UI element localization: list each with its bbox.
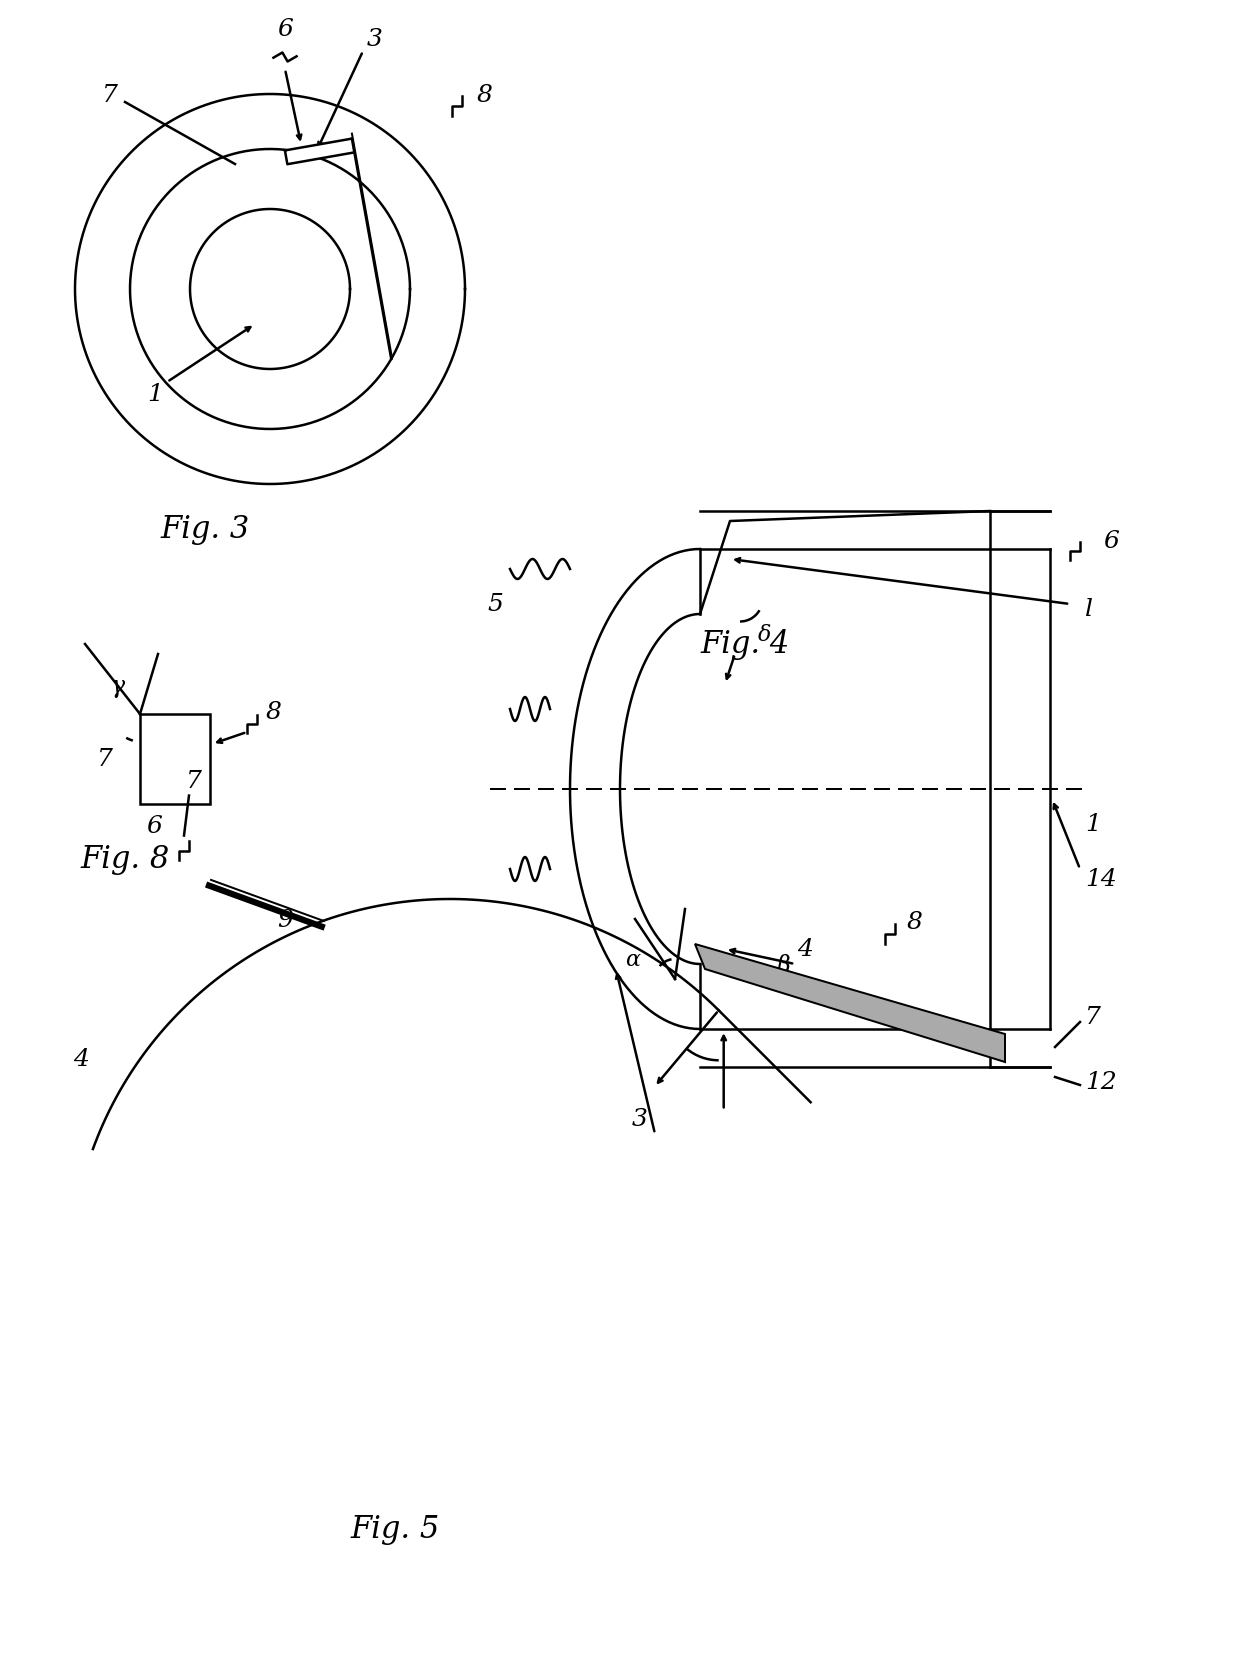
Text: 1: 1 <box>148 384 162 405</box>
Text: 7: 7 <box>102 83 118 106</box>
Text: 3: 3 <box>632 1107 649 1130</box>
Bar <box>140 715 210 804</box>
Text: 14: 14 <box>1085 867 1117 890</box>
Text: δ: δ <box>759 624 771 645</box>
Text: 9: 9 <box>277 909 293 932</box>
Text: 7: 7 <box>97 748 113 771</box>
Polygon shape <box>285 139 355 166</box>
Text: Fig. 4: Fig. 4 <box>701 629 789 660</box>
Text: Fig. 3: Fig. 3 <box>160 515 249 544</box>
Text: 7: 7 <box>1085 1006 1101 1029</box>
Text: 1: 1 <box>1085 813 1101 836</box>
Text: 7: 7 <box>186 770 202 793</box>
Text: 4: 4 <box>73 1048 89 1071</box>
Text: 5: 5 <box>487 592 503 616</box>
Text: 3: 3 <box>367 28 383 51</box>
Text: 8: 8 <box>908 910 923 933</box>
Text: β: β <box>777 953 791 978</box>
Text: α: α <box>625 948 641 970</box>
Text: 6: 6 <box>1104 530 1118 553</box>
Text: 6: 6 <box>146 814 162 837</box>
Text: Fig. 5: Fig. 5 <box>350 1514 439 1544</box>
Polygon shape <box>694 945 1004 1063</box>
Text: γ: γ <box>110 675 125 698</box>
Text: l: l <box>1085 597 1092 621</box>
Text: 8: 8 <box>267 702 281 725</box>
Text: Fig. 8: Fig. 8 <box>81 844 169 875</box>
Text: 6: 6 <box>277 18 293 41</box>
Text: 12: 12 <box>1085 1071 1117 1094</box>
Text: 4: 4 <box>797 938 813 962</box>
Text: 8: 8 <box>477 83 494 106</box>
